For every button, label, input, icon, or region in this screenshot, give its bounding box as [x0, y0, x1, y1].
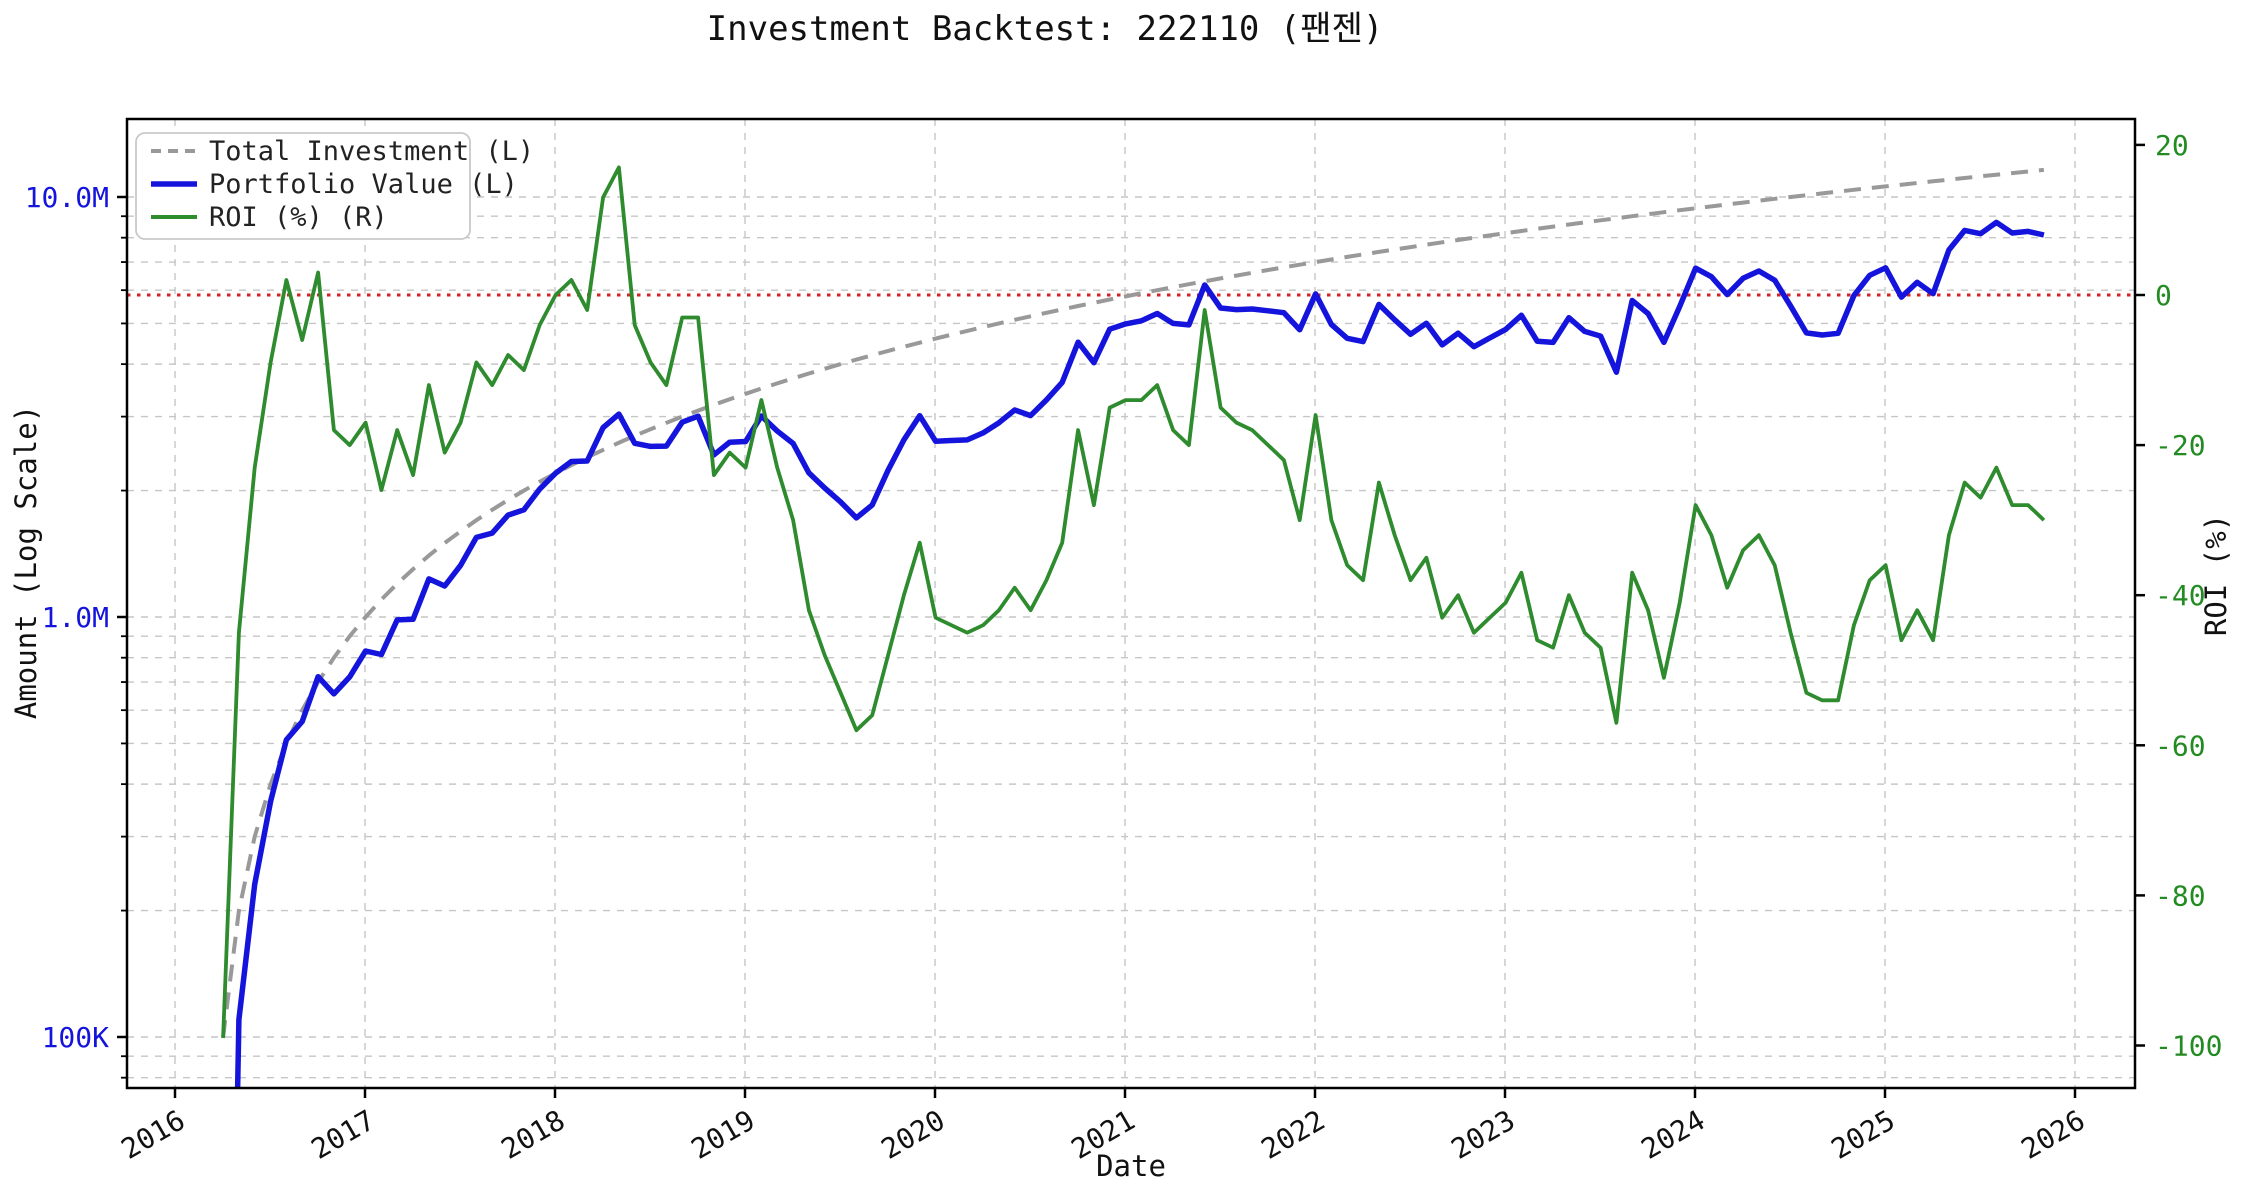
right-tick-label--60: -60 — [2155, 729, 2206, 762]
legend-label-1: Portfolio Value (L) — [209, 169, 518, 200]
x-tick-label-2022: 2022 — [1256, 1103, 1331, 1165]
series-lines — [221, 165, 2046, 1088]
gridlines — [127, 119, 2135, 1088]
x-tick-label-2018: 2018 — [496, 1103, 571, 1165]
x-tick-label-2019: 2019 — [686, 1103, 761, 1165]
legend-label-0: Total Investment (L) — [209, 136, 534, 167]
chart-title: Investment Backtest: 222110 (팬젠) — [707, 9, 1384, 49]
plot-frame — [125, 117, 2137, 1090]
right-tick-label-0: 0 — [2155, 279, 2172, 312]
right-axis-title: ROI (%) — [2199, 514, 2233, 636]
x-tick-label-2024: 2024 — [1636, 1103, 1711, 1165]
left-tick-label-10000000: 10.0M — [25, 181, 109, 214]
right-tick-label--20: -20 — [2155, 429, 2206, 462]
right-tick-label--40: -40 — [2155, 579, 2206, 612]
right-tick-label-20: 20 — [2155, 129, 2189, 162]
portfolio-value-line — [234, 219, 2045, 1088]
right-tick-label--80: -80 — [2155, 879, 2206, 912]
legend-label-2: ROI (%) (R) — [209, 202, 388, 233]
left-tick-label-1000000: 1.0M — [42, 601, 109, 634]
right-tick-label--100: -100 — [2155, 1030, 2222, 1063]
total-investment-line — [221, 167, 2045, 1038]
left-axis-title: Amount (Log Scale) — [9, 405, 43, 719]
x-tick-label-2026: 2026 — [2016, 1103, 2091, 1165]
x-axis-title: Date — [1096, 1149, 1166, 1183]
left-tick-label-100000: 100K — [42, 1021, 110, 1054]
x-tick-label-2020: 2020 — [876, 1103, 951, 1165]
roi-line — [221, 165, 2046, 1039]
legend: Total Investment (L)Portfolio Value (L)R… — [135, 132, 534, 240]
x-tick-label-2023: 2023 — [1446, 1103, 1521, 1165]
x-tick-label-2025: 2025 — [1826, 1103, 1901, 1165]
x-tick-label-2016: 2016 — [116, 1103, 191, 1165]
x-tick-label-2017: 2017 — [306, 1103, 381, 1165]
legend-box — [135, 132, 471, 240]
